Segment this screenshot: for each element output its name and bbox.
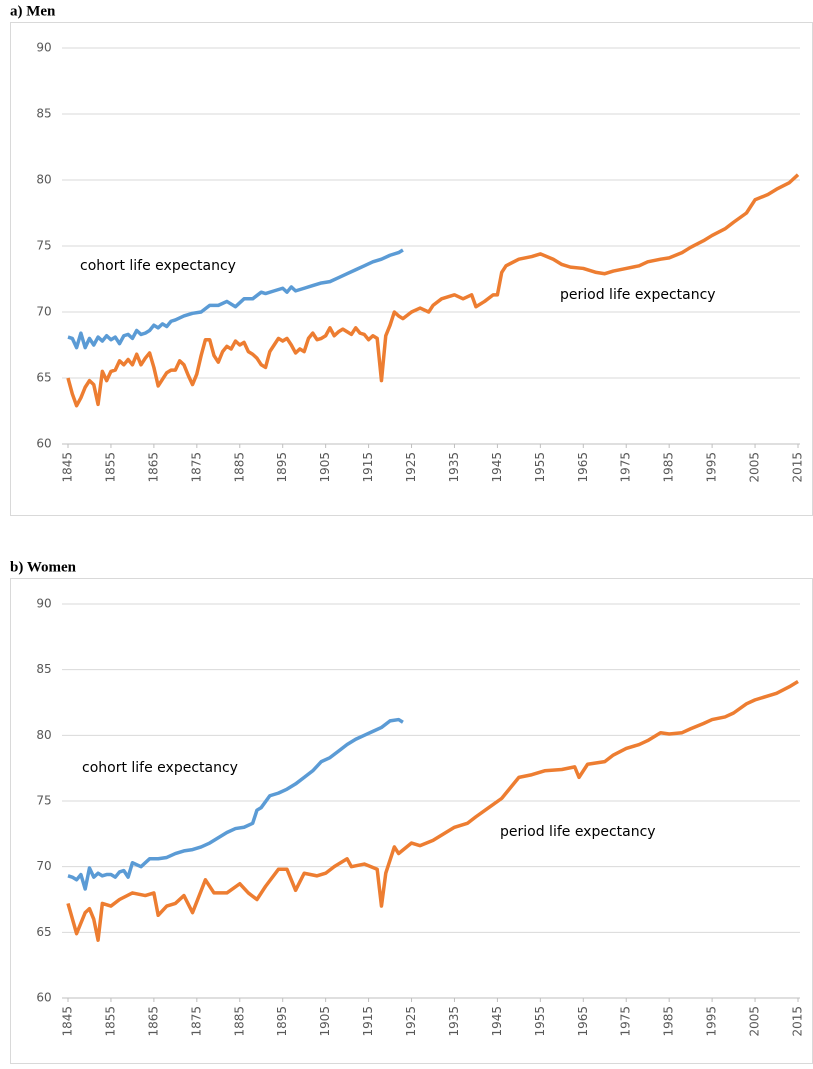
x-tick-label: 1935 bbox=[447, 1006, 461, 1037]
x-tick-label: 1975 bbox=[619, 452, 633, 483]
x-tick-label: 1915 bbox=[361, 452, 375, 483]
x-tick-label: 1985 bbox=[662, 1006, 676, 1037]
x-tick-label: 1845 bbox=[61, 452, 75, 483]
y-tick-label: 65 bbox=[36, 925, 51, 939]
x-tick-label: 1955 bbox=[533, 1006, 547, 1037]
y-tick-label: 60 bbox=[36, 991, 51, 1005]
x-tick-label: 2015 bbox=[791, 452, 805, 483]
x-tick-label: 1995 bbox=[705, 452, 719, 483]
y-tick-label: 70 bbox=[36, 859, 51, 873]
x-tick-label: 1945 bbox=[490, 1006, 504, 1037]
x-tick-label: 1955 bbox=[533, 452, 547, 483]
x-tick-label: 1895 bbox=[275, 1006, 289, 1037]
x-tick-label: 1885 bbox=[232, 452, 246, 483]
x-tick-label: 1875 bbox=[189, 452, 203, 483]
x-tick-label: 1915 bbox=[361, 1006, 375, 1037]
y-tick-label: 80 bbox=[36, 728, 51, 742]
series-label: period life expectancy bbox=[500, 824, 656, 840]
x-tick-label: 1905 bbox=[318, 452, 332, 483]
y-tick-label: 75 bbox=[36, 239, 51, 253]
x-tick-label: 1865 bbox=[146, 452, 160, 483]
series-label: cohort life expectancy bbox=[82, 760, 238, 776]
x-tick-label: 1965 bbox=[576, 452, 590, 483]
x-tick-label: 1965 bbox=[576, 1006, 590, 1037]
y-tick-label: 75 bbox=[36, 794, 51, 808]
x-tick-label: 1995 bbox=[705, 1006, 719, 1037]
y-tick-label: 85 bbox=[36, 662, 51, 676]
x-tick-label: 1865 bbox=[146, 1006, 160, 1037]
x-tick-label: 1945 bbox=[490, 452, 504, 483]
data-line bbox=[67, 717, 404, 891]
y-tick-label: 90 bbox=[36, 597, 51, 611]
x-tick-label: 1935 bbox=[447, 452, 461, 483]
x-tick-label: 1985 bbox=[662, 452, 676, 483]
data-line bbox=[67, 248, 404, 350]
series-label: cohort life expectancy bbox=[80, 258, 236, 274]
x-tick-label: 1925 bbox=[404, 452, 418, 483]
data-line bbox=[66, 173, 800, 408]
y-tick-label: 85 bbox=[36, 107, 51, 121]
x-tick-label: 2005 bbox=[748, 1006, 762, 1037]
x-tick-label: 1905 bbox=[318, 1006, 332, 1037]
y-tick-label: 65 bbox=[36, 371, 51, 385]
x-tick-label: 1975 bbox=[619, 1006, 633, 1037]
panel-title: b) Women bbox=[10, 559, 77, 575]
x-tick-label: 1855 bbox=[103, 452, 117, 483]
x-tick-label: 2005 bbox=[748, 452, 762, 483]
x-tick-label: 1855 bbox=[103, 1006, 117, 1037]
x-tick-label: 1885 bbox=[232, 1006, 246, 1037]
y-tick-label: 90 bbox=[36, 41, 51, 55]
panel-title: a) Men bbox=[10, 3, 56, 19]
x-tick-label: 2015 bbox=[791, 1006, 805, 1037]
x-tick-label: 1925 bbox=[404, 1006, 418, 1037]
data-line bbox=[66, 679, 799, 942]
y-tick-label: 60 bbox=[36, 437, 51, 451]
y-tick-label: 80 bbox=[36, 173, 51, 187]
series-label: period life expectancy bbox=[560, 287, 716, 303]
x-tick-label: 1895 bbox=[275, 452, 289, 483]
x-tick-label: 1845 bbox=[61, 1006, 75, 1037]
x-tick-label: 1875 bbox=[189, 1006, 203, 1037]
y-tick-label: 70 bbox=[36, 305, 51, 319]
panel-frame bbox=[10, 578, 813, 1064]
